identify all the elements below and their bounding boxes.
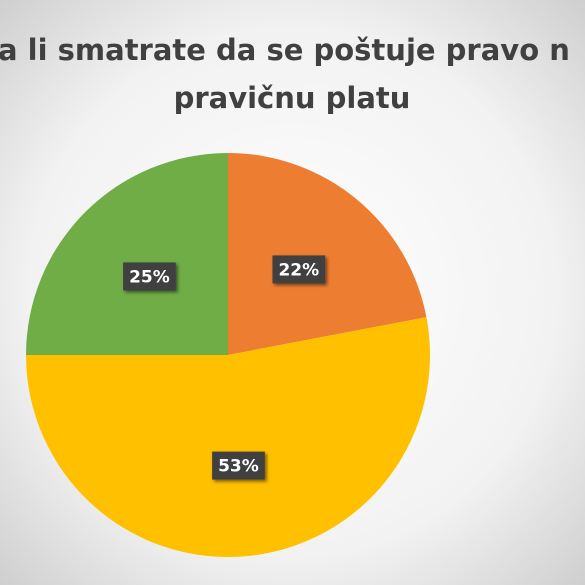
pie: [26, 153, 430, 558]
pie-slice: [26, 153, 228, 355]
data-label-box: [272, 255, 326, 284]
pie-slice: [228, 153, 427, 355]
data-label: 22%: [272, 255, 326, 284]
data-labels: 22% 53% 25%: [123, 255, 326, 480]
data-label-box: [212, 451, 265, 480]
chart-title: pravičnu platu: [174, 81, 411, 115]
data-label-box: [123, 262, 176, 291]
data-label: 25%: [123, 262, 176, 291]
data-label: 53%: [212, 451, 265, 480]
data-label-text: 25%: [129, 267, 170, 287]
chart-title: a li smatrate da se poštuje pravo n: [0, 33, 570, 67]
data-label-text: 22%: [278, 260, 319, 280]
pie-slice: [26, 317, 430, 558]
data-label-text: 53%: [218, 457, 259, 477]
